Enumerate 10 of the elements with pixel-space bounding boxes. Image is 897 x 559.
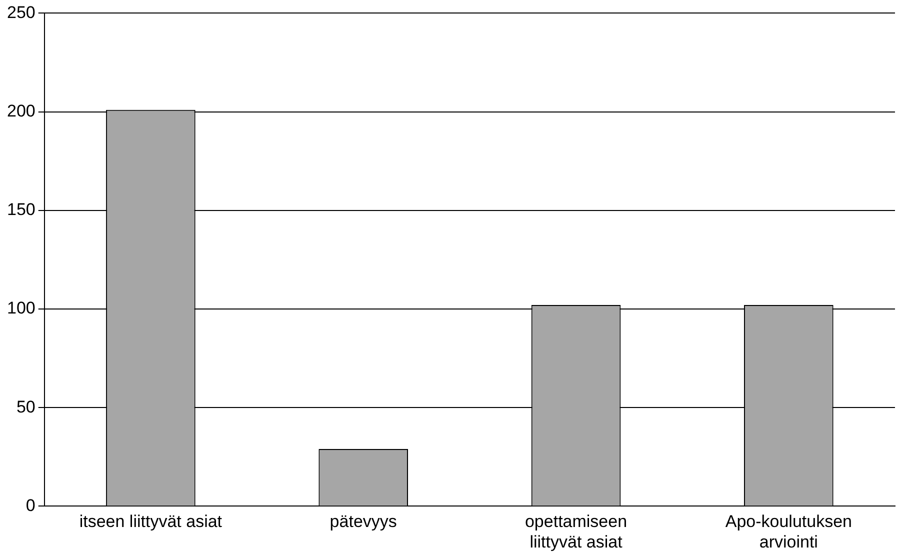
y-tick-label: 150 — [6, 200, 36, 220]
y-tick-label: 250 — [6, 2, 36, 22]
x-tick-label: pätevyys — [330, 512, 397, 532]
x-tick-label: itseen liittyvät asiat — [79, 512, 222, 532]
y-tick-label: 0 — [26, 496, 36, 515]
y-tick-label: 200 — [6, 101, 36, 120]
x-tick-label: opettamiseen liittyvät asiat — [524, 512, 628, 552]
y-tick-label: 50 — [16, 397, 36, 416]
y-tick-label: 100 — [6, 298, 36, 318]
x-tick-label: Apo-koulutuksen arviointi — [725, 512, 852, 552]
